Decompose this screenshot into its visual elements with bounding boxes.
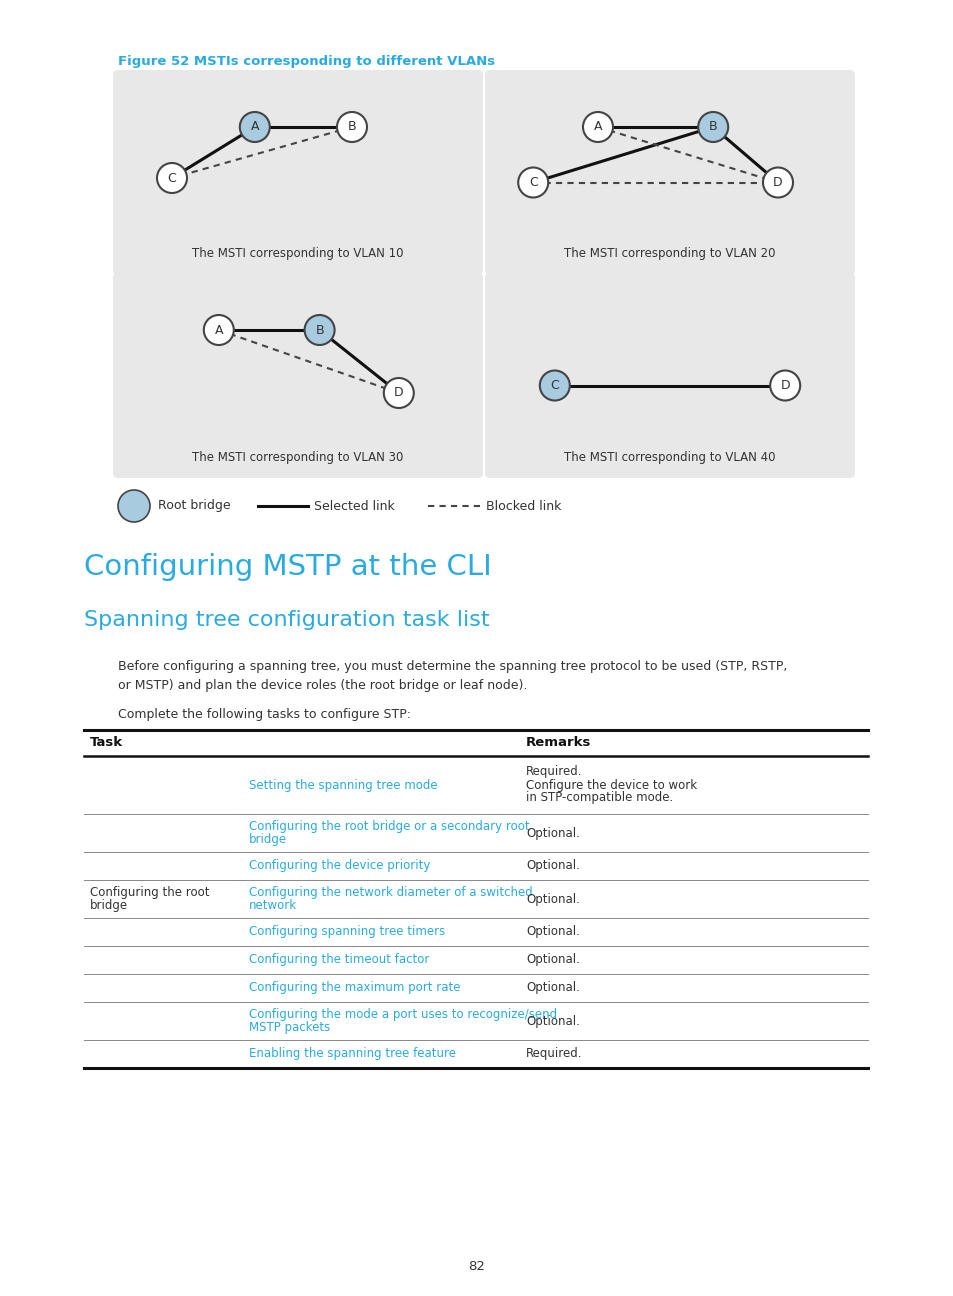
Text: B: B	[708, 121, 717, 133]
Bar	[84, 918, 867, 946]
Bar	[84, 851, 867, 880]
Bar	[84, 946, 867, 975]
Circle shape	[539, 371, 569, 400]
Text: Required.: Required.	[525, 766, 582, 779]
Text: B: B	[314, 324, 324, 337]
Text: Required.: Required.	[525, 1047, 582, 1060]
Circle shape	[118, 490, 150, 522]
FancyBboxPatch shape	[112, 273, 482, 478]
Text: Selected link: Selected link	[314, 499, 395, 512]
Text: Optional.: Optional.	[525, 859, 579, 872]
Text: C: C	[528, 176, 537, 189]
Circle shape	[304, 315, 335, 345]
Text: Configuring MSTP at the CLI: Configuring MSTP at the CLI	[84, 553, 491, 581]
Bar	[84, 756, 867, 814]
Circle shape	[383, 378, 414, 408]
Bar	[84, 1039, 867, 1068]
Text: Optional.: Optional.	[525, 954, 579, 967]
Text: Spanning tree configuration task list: Spanning tree configuration task list	[84, 610, 489, 630]
Circle shape	[157, 163, 187, 193]
Text: C: C	[168, 171, 176, 184]
Text: bridge: bridge	[90, 899, 128, 912]
Text: Configure the device to work: Configure the device to work	[525, 779, 697, 792]
Text: The MSTI corresponding to VLAN 10: The MSTI corresponding to VLAN 10	[193, 248, 403, 260]
Text: Figure 52 MSTIs corresponding to different VLANs: Figure 52 MSTIs corresponding to differe…	[118, 54, 495, 67]
Text: The MSTI corresponding to VLAN 20: The MSTI corresponding to VLAN 20	[563, 248, 775, 260]
Text: B: B	[347, 121, 355, 133]
Text: network: network	[249, 899, 296, 912]
Text: A: A	[251, 121, 259, 133]
Bar	[84, 975, 867, 1002]
Circle shape	[582, 111, 613, 143]
Bar	[84, 1002, 867, 1039]
Text: Configuring the timeout factor: Configuring the timeout factor	[249, 954, 429, 967]
Text: A: A	[593, 121, 601, 133]
Text: A: A	[214, 324, 223, 337]
Text: Configuring the root bridge or a secondary root: Configuring the root bridge or a seconda…	[249, 820, 529, 833]
Bar	[84, 880, 867, 918]
Text: Configuring the network diameter of a switched: Configuring the network diameter of a sw…	[249, 886, 532, 899]
Circle shape	[336, 111, 367, 143]
Text: Configuring spanning tree timers: Configuring spanning tree timers	[249, 925, 445, 938]
Text: D: D	[772, 176, 782, 189]
Circle shape	[517, 167, 548, 197]
Text: The MSTI corresponding to VLAN 40: The MSTI corresponding to VLAN 40	[563, 451, 775, 464]
FancyBboxPatch shape	[484, 70, 854, 275]
Text: The MSTI corresponding to VLAN 30: The MSTI corresponding to VLAN 30	[193, 451, 403, 464]
Text: Remarks: Remarks	[525, 736, 591, 749]
Text: Setting the spanning tree mode: Setting the spanning tree mode	[249, 779, 437, 792]
Text: Complete the following tasks to configure STP:: Complete the following tasks to configur…	[118, 708, 411, 721]
Text: Optional.: Optional.	[525, 1015, 579, 1028]
Text: Configuring the device priority: Configuring the device priority	[249, 859, 430, 872]
Text: Optional.: Optional.	[525, 893, 579, 906]
Text: Task: Task	[90, 736, 123, 749]
FancyBboxPatch shape	[484, 273, 854, 478]
Text: D: D	[394, 386, 403, 399]
Text: Configuring the maximum port rate: Configuring the maximum port rate	[249, 981, 460, 994]
Text: Enabling the spanning tree feature: Enabling the spanning tree feature	[249, 1047, 456, 1060]
Text: Root bridge: Root bridge	[158, 499, 231, 512]
Circle shape	[769, 371, 800, 400]
Text: Configuring the mode a port uses to recognize/send: Configuring the mode a port uses to reco…	[249, 1008, 557, 1021]
Circle shape	[762, 167, 792, 197]
Bar	[84, 814, 867, 851]
Circle shape	[698, 111, 727, 143]
Circle shape	[204, 315, 233, 345]
Text: Before configuring a spanning tree, you must determine the spanning tree protoco: Before configuring a spanning tree, you …	[118, 660, 786, 692]
Text: D: D	[780, 378, 789, 391]
Text: MSTP packets: MSTP packets	[249, 1021, 330, 1034]
Text: in STP-compatible mode.: in STP-compatible mode.	[525, 792, 673, 805]
Text: Optional.: Optional.	[525, 925, 579, 938]
Text: bridge: bridge	[249, 833, 287, 846]
Text: 82: 82	[468, 1260, 485, 1273]
FancyBboxPatch shape	[112, 70, 482, 275]
Text: Optional.: Optional.	[525, 827, 579, 840]
Circle shape	[239, 111, 270, 143]
Text: Blocked link: Blocked link	[485, 499, 560, 512]
Text: Configuring the root: Configuring the root	[90, 886, 210, 899]
Text: C: C	[550, 378, 558, 391]
Text: Optional.: Optional.	[525, 981, 579, 994]
